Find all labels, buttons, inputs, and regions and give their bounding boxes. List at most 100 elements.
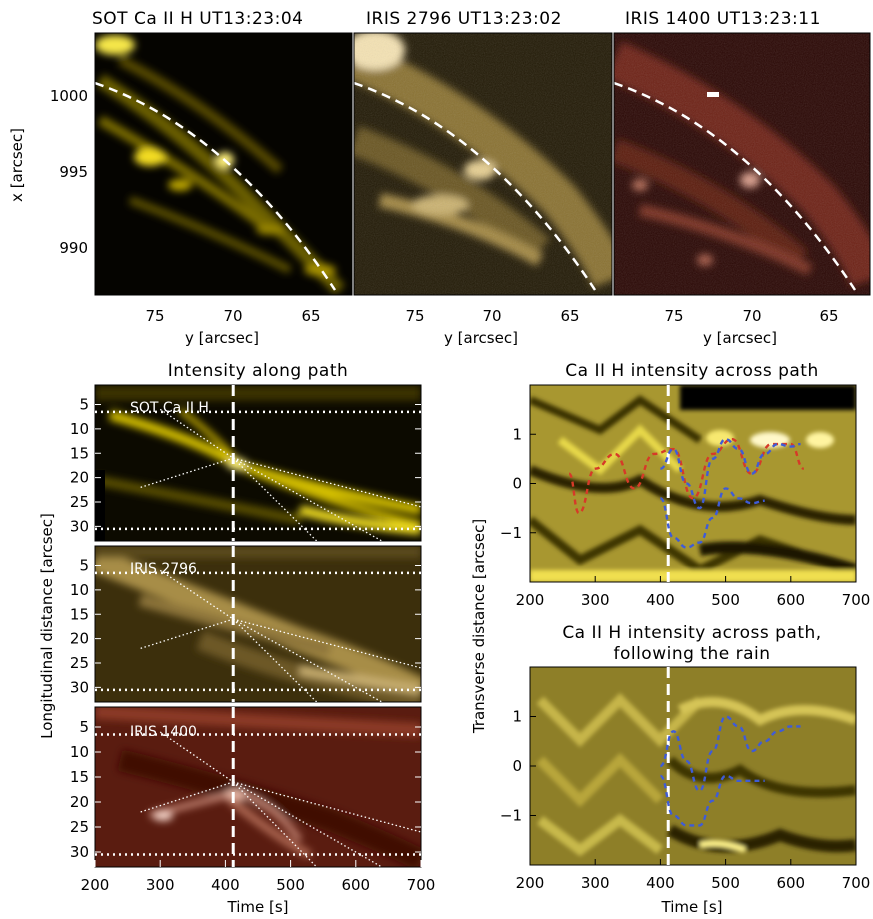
x-tick-label: 75	[664, 307, 683, 325]
x-tick-label: 500	[276, 876, 305, 894]
x-tick-label: 400	[646, 591, 675, 609]
left-panel-label: SOT Ca II H	[130, 400, 209, 416]
x-tick-label: 600	[776, 874, 805, 892]
y-tick-label: 995	[59, 163, 88, 181]
x-tick-label: 700	[842, 874, 871, 892]
fitted-track-line	[159, 731, 234, 783]
y-tick-label: 10	[70, 743, 89, 761]
path-dashed-line	[614, 81, 857, 291]
y-tick-label: 20	[70, 793, 89, 811]
right-panel-0-image	[530, 385, 856, 582]
fitted-track-line	[140, 457, 234, 488]
y-tick-label: 15	[70, 444, 89, 462]
x-tick-label: 65	[301, 307, 320, 325]
y-tick-label: 0	[512, 757, 522, 775]
x-axis-label: y [arcsec]	[185, 329, 259, 347]
left-x-axis-label: Time [s]	[227, 898, 289, 916]
left-panel-overlay	[95, 707, 421, 867]
right-panel-subtitle: following the rain	[613, 644, 770, 664]
x-tick-label: 700	[407, 876, 436, 894]
y-tick-label: 15	[70, 768, 89, 786]
fitted-track-line	[140, 618, 234, 649]
right-overlays	[567, 385, 805, 865]
path-dashed-line	[354, 81, 597, 291]
fitted-track-line	[140, 781, 234, 813]
y-tick-label: 15	[70, 605, 89, 623]
top-panel-title: SOT Ca II H UT13:23:04	[92, 9, 303, 29]
top-panel-sot: SOT Ca II H UT13:23:04 x [arcsec] 1000 9…	[8, 9, 353, 347]
x-tick-label: 400	[211, 876, 240, 894]
y-tick-label: 1	[512, 425, 522, 443]
y-tick-label: 5	[79, 557, 89, 575]
x-tick-label: 500	[711, 591, 740, 609]
top-panel-title: IRIS 2796 UT13:23:02	[366, 9, 562, 29]
x-tick-label: 300	[146, 876, 175, 894]
x-tick-label: 70	[742, 307, 761, 325]
fitted-track-line	[159, 569, 234, 620]
y-tick-label: 1	[512, 708, 522, 726]
right-y-axis-label: Transverse distance [arcsec]	[470, 519, 488, 734]
fitted-track-line	[233, 781, 421, 833]
y-tick-label: 30	[70, 678, 89, 696]
right-x-axis-label: Time [s]	[661, 898, 723, 916]
left-panel-label: IRIS 1400	[130, 724, 197, 740]
y-tick-label: −1	[500, 807, 522, 825]
top-panel-title: IRIS 1400 UT13:23:11	[625, 9, 821, 29]
x-tick-label: 70	[482, 307, 501, 325]
x-tick-label: 700	[842, 591, 871, 609]
x-tick-label: 500	[711, 874, 740, 892]
y-tick-label: −1	[500, 524, 522, 542]
fitted-track-line	[233, 457, 421, 508]
fitted-track-line	[232, 457, 383, 541]
right-panel-overlay	[567, 385, 805, 582]
y-tick-label: 990	[59, 239, 88, 257]
y-tick-label: 5	[79, 396, 89, 414]
y-tick-label: 1000	[50, 87, 88, 105]
x-tick-label: 200	[81, 876, 110, 894]
left-overlays	[95, 385, 421, 867]
iris1400-image	[614, 33, 870, 295]
fitted-track-line	[232, 781, 383, 867]
iris2796-image	[354, 33, 612, 295]
y-tick-label: 10	[70, 581, 89, 599]
left-y-axis-label: Longitudinal distance [arcsec]	[38, 513, 56, 739]
oscillation-track	[659, 774, 765, 827]
x-tick-label: 300	[581, 591, 610, 609]
path-dashed-line	[95, 81, 337, 291]
y-tick-label: 20	[70, 630, 89, 648]
x-axis-label: y [arcsec]	[444, 329, 518, 347]
x-tick-label: 600	[341, 876, 370, 894]
left-panel-label: IRIS 2796	[130, 561, 197, 577]
y-tick-label: 30	[70, 843, 89, 861]
left-column-title: Intensity along path	[168, 361, 349, 381]
right-axes: 1 0 −1 200 300 400 500 600 700 1 0 −1 200 300 400 500 60…	[500, 425, 870, 892]
x-tick-label: 600	[776, 591, 805, 609]
left-panel-overlay	[95, 385, 421, 541]
y-axis-label: x [arcsec]	[8, 128, 26, 202]
y-tick-label: 10	[70, 420, 89, 438]
x-tick-label: 75	[145, 307, 164, 325]
right-panel-overlay	[659, 667, 801, 865]
y-tick-label: 25	[70, 818, 89, 836]
x-tick-label: 65	[819, 307, 838, 325]
y-tick-label: 5	[79, 718, 89, 736]
sot-image	[95, 33, 352, 295]
oscillation-track	[567, 437, 805, 515]
left-panel-overlay	[95, 546, 421, 702]
x-tick-label: 200	[516, 874, 545, 892]
y-tick-label: 30	[70, 517, 89, 535]
right-panel-1-image	[530, 667, 856, 865]
oscillation-track	[659, 487, 765, 549]
right-panel-title: Ca II H intensity across path	[565, 361, 818, 381]
x-tick-label: 70	[223, 307, 242, 325]
y-tick-label: 20	[70, 469, 89, 487]
x-tick-label: 75	[405, 307, 424, 325]
right-panel-title: Ca II H intensity across path,	[562, 623, 821, 643]
x-tick-label: 65	[560, 307, 579, 325]
x-tick-label: 400	[646, 874, 675, 892]
fitted-track-line	[159, 408, 234, 459]
x-tick-label: 200	[516, 591, 545, 609]
x-tick-label: 300	[581, 874, 610, 892]
top-panel-iris2796: IRIS 2796 UT13:23:02 75 70 65 y [arcsec]	[353, 9, 613, 347]
